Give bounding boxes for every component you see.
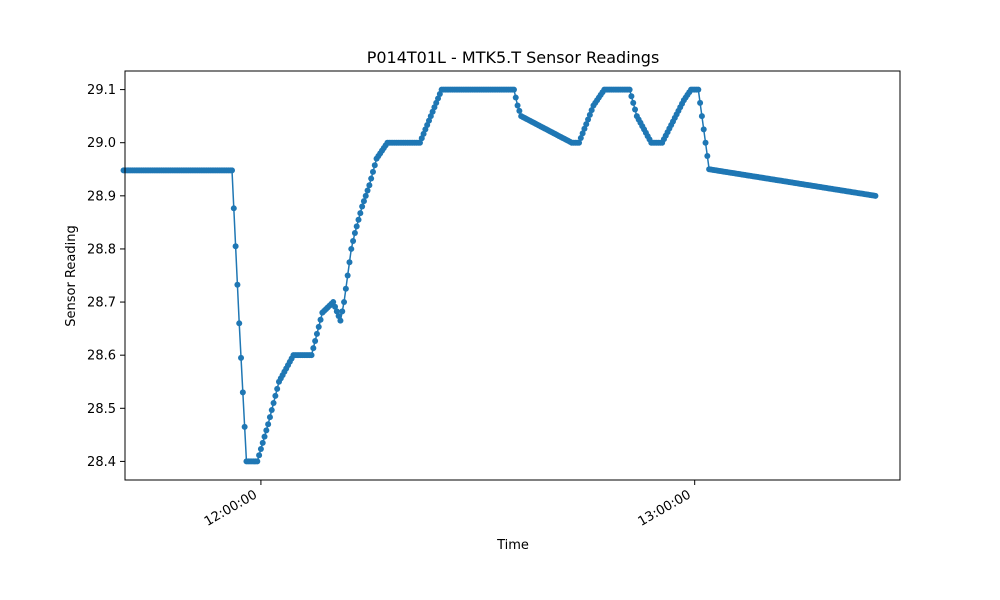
y-tick-label: 28.7 — [87, 296, 116, 311]
data-point — [270, 399, 277, 406]
data-point — [355, 216, 362, 223]
data-point — [342, 285, 349, 292]
data-point — [512, 94, 519, 101]
data-point — [350, 237, 357, 244]
data-point — [702, 139, 709, 146]
data-point — [234, 281, 241, 288]
data-point — [310, 345, 317, 352]
y-tick-label: 29.1 — [87, 83, 116, 98]
data-point — [274, 385, 281, 392]
x-tick-label: 13:00:00 — [636, 487, 694, 529]
data-point — [333, 308, 340, 315]
data-point — [362, 192, 369, 199]
data-point — [628, 93, 635, 100]
data-point — [359, 203, 366, 210]
data-point — [872, 192, 879, 199]
data-point — [346, 259, 353, 266]
data-point — [239, 389, 246, 396]
data-point — [335, 313, 342, 319]
y-tick-label: 28.6 — [87, 349, 116, 364]
data-point — [697, 99, 704, 106]
data-point — [368, 175, 375, 182]
data-point — [626, 86, 633, 93]
data-point — [238, 354, 245, 361]
data-point — [236, 320, 243, 327]
data-point — [510, 86, 517, 93]
y-tick-label: 28.9 — [87, 189, 116, 204]
plot-area — [120, 86, 879, 465]
data-point — [241, 423, 248, 430]
data-point — [514, 102, 521, 109]
data-point — [577, 135, 584, 142]
axes: 28.4 28.5 28.6 28.7 28.8 28.9 29.0 29.1 12:00:00… — [87, 70, 901, 530]
data-point — [586, 111, 593, 118]
y-tick-label: 28.4 — [87, 455, 116, 470]
data-point — [315, 323, 322, 330]
x-axis-label: Time — [496, 538, 529, 553]
data-point — [257, 446, 264, 453]
data-point — [632, 106, 639, 113]
x-tick-label: 12:00:00 — [202, 487, 260, 529]
data-point — [585, 116, 592, 123]
data-point — [704, 152, 711, 159]
y-axis-label: Sensor Reading — [64, 225, 79, 326]
data-point — [341, 299, 348, 306]
data-point — [232, 243, 239, 250]
data-point — [583, 121, 590, 128]
data-point — [308, 352, 315, 359]
data-point — [312, 338, 319, 345]
data-point — [348, 245, 355, 252]
data-point — [364, 187, 371, 194]
data-point — [579, 130, 586, 137]
chart-title: P014T01L - MTK5.T Sensor Readings — [367, 48, 660, 67]
data-point — [332, 303, 339, 310]
data-point — [313, 330, 320, 337]
data-point — [339, 308, 346, 315]
data-point — [353, 223, 360, 230]
data-point — [588, 107, 595, 114]
y-tick-label: 29.0 — [87, 136, 116, 151]
data-point — [371, 162, 378, 169]
data-point — [337, 317, 344, 324]
data-point — [344, 272, 351, 279]
data-point — [230, 205, 237, 212]
data-point — [695, 86, 702, 93]
plot-frame — [124, 70, 901, 481]
data-point — [266, 414, 273, 421]
data-point — [700, 126, 707, 133]
data-point — [256, 452, 263, 459]
data-point — [254, 458, 261, 465]
data-point — [317, 316, 324, 323]
data-point — [357, 210, 364, 217]
data-point — [630, 99, 637, 106]
data-point — [516, 107, 523, 114]
data-point — [330, 299, 337, 306]
data-point — [268, 407, 275, 414]
series-line — [123, 88, 876, 463]
data-point — [229, 167, 235, 174]
data-point — [360, 198, 367, 205]
y-tick-label: 28.8 — [87, 242, 116, 257]
data-point — [581, 125, 588, 132]
data-point — [351, 230, 358, 237]
data-point — [263, 427, 270, 434]
data-point — [698, 113, 705, 120]
y-tick-label: 28.5 — [87, 402, 116, 417]
data-point — [366, 182, 373, 189]
data-point — [272, 392, 279, 399]
data-point — [265, 421, 272, 428]
data-point — [369, 168, 376, 175]
data-point — [576, 139, 583, 146]
data-point — [259, 439, 266, 446]
data-point — [261, 433, 268, 440]
